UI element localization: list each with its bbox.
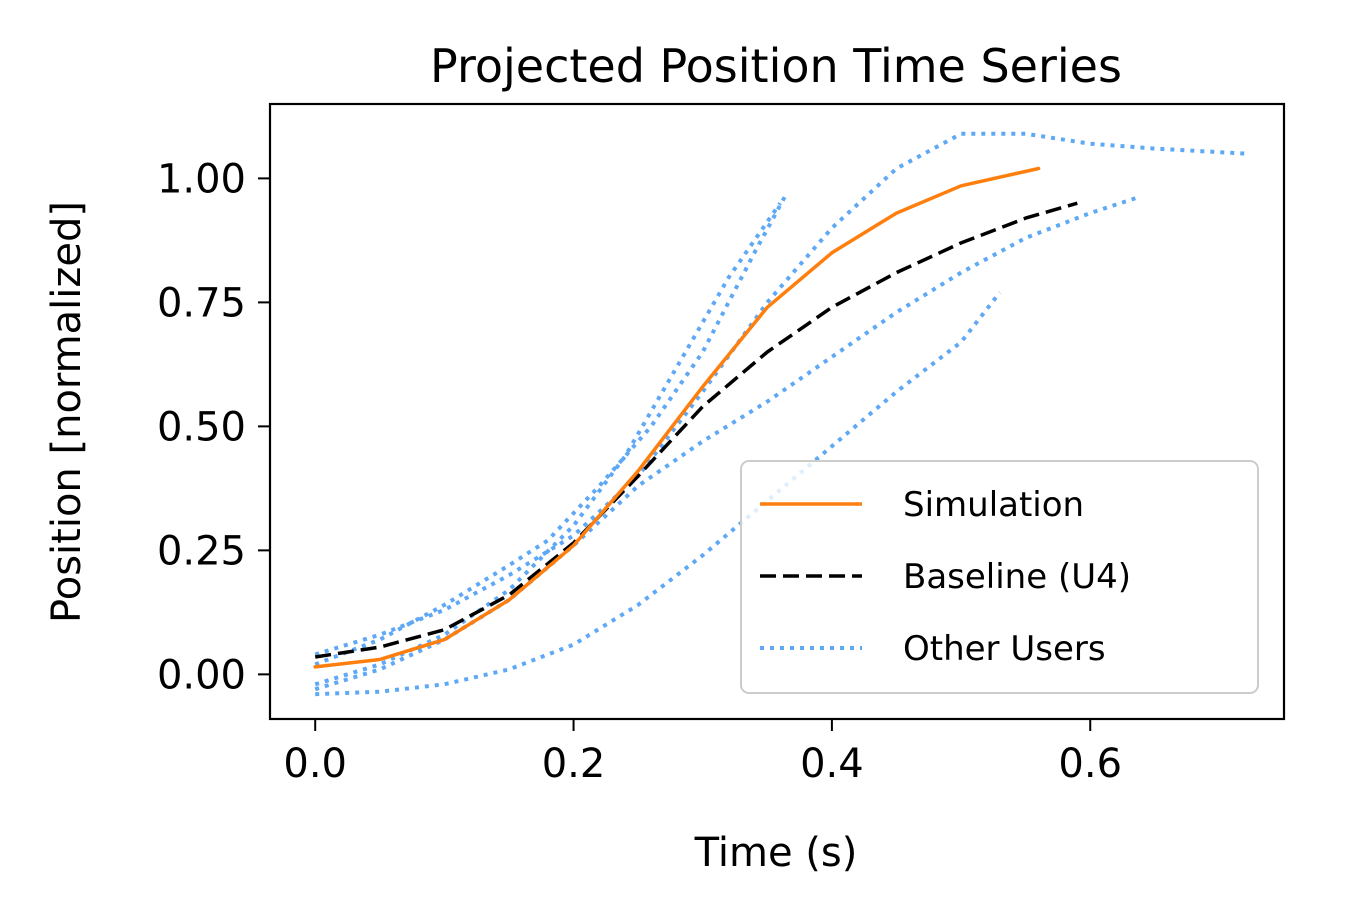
y-tick-label: 0.00	[157, 652, 246, 698]
legend: Simulation Baseline (U4) Other Users	[740, 460, 1259, 694]
legend-label-0: Simulation	[903, 485, 1084, 525]
legend-label-2: Other Users	[903, 629, 1106, 669]
x-axis-label: Time (s)	[694, 830, 858, 876]
y-axis-label: Position [normalized]	[44, 201, 90, 623]
x-tick-label: 0.4	[800, 741, 864, 787]
x-tick-label: 0.6	[1058, 741, 1122, 787]
y-tick-label: 0.50	[157, 404, 246, 450]
x-tick-label: 0.0	[283, 741, 347, 787]
y-tick-label: 1.00	[157, 156, 246, 202]
chart-title: Projected Position Time Series	[430, 39, 1122, 93]
y-axis: 0.00 0.25 0.50 0.75 1.00	[157, 156, 270, 698]
series-line-3	[314, 192, 789, 667]
x-axis: 0.0 0.2 0.4 0.6	[283, 719, 1122, 787]
plot-lines	[313, 131, 1246, 697]
series-line-1	[314, 201, 1078, 659]
series-line-2	[314, 131, 1246, 657]
y-tick-label: 0.25	[157, 528, 246, 574]
x-tick-label: 0.2	[542, 741, 606, 787]
series-line-0	[313, 166, 1041, 669]
legend-label-1: Baseline (U4)	[903, 557, 1131, 597]
series-line-6	[315, 291, 1002, 697]
y-tick-label: 0.75	[157, 280, 246, 326]
plot-frame	[268, 102, 1286, 721]
legend-box	[740, 460, 1259, 694]
